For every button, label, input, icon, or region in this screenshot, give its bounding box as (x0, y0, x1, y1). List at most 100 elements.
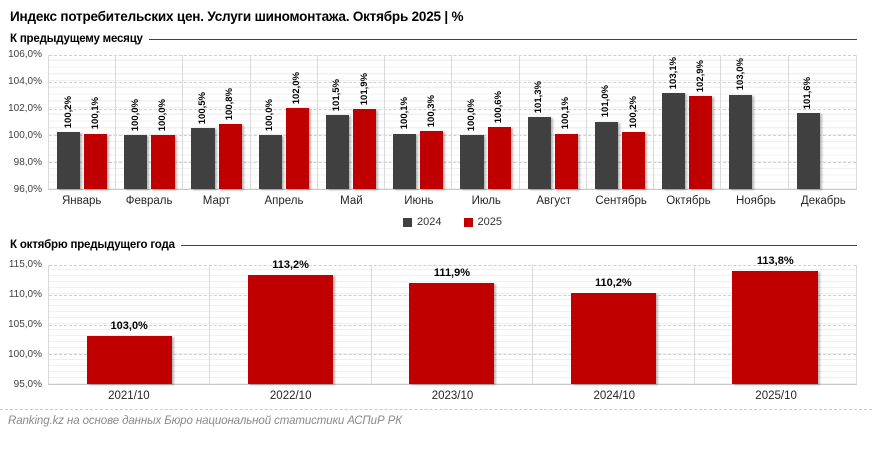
category-label: Сентябрь (595, 195, 647, 207)
bar-value-label: 101,3% (533, 81, 545, 114)
category-slot: 101,3% 100,1% (520, 55, 587, 189)
bar-value-label: 100,2% (627, 96, 639, 129)
y-tick-label: 100,0% (8, 130, 42, 141)
bar-value-label: 100,1% (398, 97, 410, 130)
category-slot: 101,6% (789, 55, 856, 189)
category-slot: 103,1% 102,9% (654, 55, 722, 189)
gridline (49, 81, 856, 83)
bar-2022/10 (248, 274, 334, 384)
bar-2024 (393, 133, 417, 189)
category-label: Ноябрь (735, 195, 776, 207)
bar-value-label: 103,0% (110, 320, 148, 332)
bar-value-label: 110,2% (595, 276, 632, 289)
bar-value-label: 100,6% (493, 90, 505, 123)
category-label: 2021/10 (108, 390, 150, 402)
bar-2024 (56, 132, 81, 189)
category-label: Апрель (264, 195, 304, 207)
x-axis-yearly: 2021/10 2022/10 2023/10 2024/10 2025/10 (48, 385, 857, 402)
category-label: Март (202, 195, 231, 207)
bar-value-label: 102,0% (291, 71, 303, 104)
category-slot: 100,2% 100,1% (49, 55, 117, 189)
y-tick-label: 106,0% (8, 49, 42, 60)
bar-value-label: 100,0% (129, 98, 141, 131)
bar-2024 (124, 135, 148, 189)
category-label: 2024/10 (593, 390, 636, 402)
bar-2025 (218, 124, 242, 189)
bar-2025 (621, 132, 646, 189)
bar-2023/10 (409, 282, 495, 384)
category-slot: 100,0% 100,0% (116, 55, 184, 189)
category-label: Май (340, 195, 363, 207)
y-axis-yearly: 115,0% 110,0% 105,0% 100,0% 95,0% (0, 259, 48, 390)
gridline (49, 135, 856, 137)
bar-2025 (420, 130, 444, 189)
section-rule (180, 244, 857, 246)
legend-label: 2025 (477, 216, 502, 228)
category-slot: 100,5% 100,8% (183, 55, 251, 189)
legend: 2024 2025 (48, 215, 857, 229)
y-tick-label: 102,0% (8, 103, 42, 114)
bar-2025 (353, 109, 377, 189)
chart-yearly: 115,0% 110,0% 105,0% 100,0% 95,0% 103,0% 113,… (0, 255, 857, 390)
category-slot: 113,8% (695, 255, 856, 384)
bar-2025 (487, 126, 511, 189)
bar-value-label: 100,0% (156, 98, 168, 131)
category-label: 2022/10 (269, 390, 312, 402)
bar-value-label: 103,1% (667, 56, 679, 90)
y-tick-label: 110,0% (8, 289, 42, 300)
y-tick-label: 115,0% (8, 259, 42, 270)
category-slot: 111,9% (372, 265, 534, 384)
page-title: Индекс потребительских цен. Услуги шином… (10, 9, 464, 24)
category-label: Октябрь (666, 195, 711, 207)
category-label: Январь (62, 195, 102, 207)
bar-value-label: 101,0% (600, 85, 612, 118)
legend-label: 2024 (417, 216, 442, 228)
category-slot: 113,2% (210, 259, 372, 384)
bar-value-label: 100,0% (465, 98, 477, 131)
bar-value-label: 100,8% (224, 87, 236, 121)
bar-2024 (191, 128, 215, 189)
category-slot: 101,0% 100,2% (587, 55, 655, 189)
y-axis-monthly: 106,0% 104,0% 102,0% 100,0% 98,0% 96,0% (0, 49, 48, 195)
bar-2024/10 (570, 292, 656, 384)
bar-value-label: 102,9% (694, 59, 706, 92)
bar-value-label: 111,9% (433, 266, 471, 279)
bar-value-label: 113,8% (756, 255, 794, 268)
category-slot: 110,2% (533, 265, 695, 384)
category-label: Август (536, 195, 571, 207)
legend-item-2025: 2025 (463, 216, 502, 228)
y-tick-label: 95,0% (13, 379, 42, 390)
section-rule (148, 38, 857, 40)
category-slots: 103,0% 113,2% 111,9% 110,2% 113,8% (49, 255, 856, 384)
category-label: 2025/10 (755, 390, 797, 402)
bar-2024 (796, 113, 821, 189)
footer-source-text: Ranking.kz на основе данных Бюро национа… (8, 415, 402, 427)
bar-value-label: 100,0% (264, 98, 276, 131)
category-slot: 101,5% 101,9% (318, 55, 386, 189)
bar-value-label: 100,2% (62, 96, 74, 129)
bar-2025 (689, 95, 713, 189)
legend-swatch (403, 217, 413, 227)
y-tick-label: 98,0% (13, 157, 42, 168)
x-axis-monthly: Январь Февраль Март Апрель Май Июнь Июль Август… (48, 190, 857, 207)
y-tick-label: 100,0% (8, 349, 42, 360)
category-slot: 103,0% (721, 55, 789, 189)
footer-separator (0, 409, 872, 410)
bar-2025 (554, 133, 578, 189)
bar-2024 (460, 135, 484, 189)
category-label: Июль (471, 195, 501, 207)
legend-swatch (463, 217, 473, 227)
gridline (49, 162, 856, 164)
y-tick-label: 96,0% (13, 184, 42, 195)
bar-2025 (84, 133, 108, 189)
category-slots: 100,2% 100,1% 100,0% 100,0% 100,5% 100,8% 100,… (49, 55, 856, 189)
bar-value-label: 100,5% (197, 92, 208, 125)
plot-area-yearly: 103,0% 113,2% 111,9% 110,2% 113,8% (48, 255, 857, 385)
section-header-yearly: К октябрю предыдущего года (10, 239, 857, 251)
bar-value-label: 113,2% (272, 258, 309, 271)
bar-value-label: 100,1% (89, 97, 101, 130)
category-slot: 100,0% 102,0% (251, 55, 318, 189)
y-tick-label: 105,0% (8, 319, 42, 330)
category-label: Февраль (125, 195, 173, 207)
